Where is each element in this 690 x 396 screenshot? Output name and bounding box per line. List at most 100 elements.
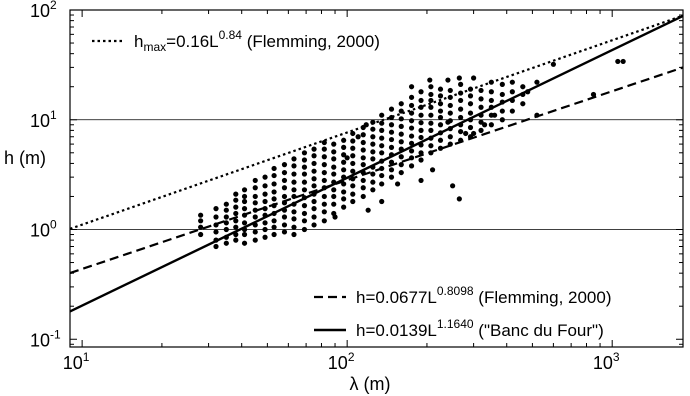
data-point	[437, 101, 444, 107]
data-point	[331, 201, 337, 207]
data-point	[428, 97, 434, 104]
data-point	[321, 185, 327, 191]
data-point	[370, 179, 376, 185]
data-point	[321, 169, 327, 176]
data-point	[467, 101, 474, 107]
axis-ticks	[69, 9, 683, 347]
data-point	[398, 162, 404, 168]
data-point	[331, 141, 337, 147]
legend-banc-eq: =0.0139L	[365, 321, 436, 340]
data-point	[360, 155, 366, 161]
data-point	[408, 140, 415, 146]
data-point	[213, 206, 219, 212]
data-point	[213, 214, 219, 220]
data-point	[408, 125, 415, 131]
data-point	[271, 224, 277, 230]
data-point	[445, 77, 451, 83]
y-tick-base: 10	[30, 111, 50, 131]
data-point	[491, 112, 498, 118]
x-tick-base: 10	[593, 353, 613, 373]
data-point	[388, 167, 395, 173]
data-point	[311, 146, 317, 152]
fit-line-hmax	[70, 14, 683, 230]
data-point	[271, 210, 277, 217]
data-point	[370, 164, 376, 170]
data-point	[509, 108, 515, 114]
y-tick-label: 100	[30, 218, 57, 241]
data-point	[301, 164, 308, 170]
data-point	[467, 124, 474, 131]
data-point	[321, 162, 327, 168]
data-point	[408, 110, 415, 116]
data-point	[437, 108, 444, 114]
data-point	[370, 141, 376, 147]
data-point	[223, 240, 229, 246]
data-point	[428, 104, 434, 110]
data-point	[447, 141, 453, 147]
data-point	[447, 102, 453, 109]
fit-lines	[70, 14, 683, 313]
data-point	[241, 198, 248, 205]
data-point	[241, 231, 248, 238]
data-point	[350, 198, 356, 205]
data-point	[418, 177, 424, 184]
data-point	[341, 204, 347, 210]
data-point	[499, 99, 505, 105]
data-point	[450, 183, 456, 189]
legend-entry-hmax: hmax=0.16L0.84 (Flemming, 2000)	[92, 28, 380, 54]
y-tick-base: 10	[30, 1, 50, 21]
data-point	[456, 75, 462, 81]
data-point	[388, 144, 395, 150]
data-point	[321, 146, 327, 152]
data-point	[301, 187, 308, 193]
data-point	[388, 159, 395, 165]
data-point	[311, 198, 317, 205]
data-point	[429, 167, 436, 173]
data-point	[198, 231, 204, 238]
data-point	[281, 162, 288, 168]
data-point	[331, 171, 337, 177]
data-point	[481, 122, 488, 128]
data-point	[525, 89, 531, 95]
data-point	[388, 122, 395, 128]
data-point	[398, 108, 404, 114]
data-point	[271, 196, 277, 202]
data-point	[388, 114, 395, 121]
legend-entry-flemming: h=0.0677L0.8098 (Flemming, 2000)	[314, 284, 612, 307]
data-point	[398, 169, 404, 176]
data-point	[252, 185, 258, 191]
data-point	[271, 231, 277, 238]
data-point	[408, 148, 415, 154]
data-point	[499, 117, 505, 123]
data-point	[408, 133, 415, 139]
data-point	[437, 93, 444, 99]
data-point	[262, 234, 268, 240]
data-point	[311, 206, 317, 212]
data-point	[331, 179, 337, 185]
data-point	[467, 86, 474, 92]
data-point	[360, 177, 366, 184]
data-point	[223, 220, 229, 226]
data-point	[534, 112, 540, 118]
data-point	[437, 145, 444, 151]
data-point	[478, 87, 484, 94]
data-point	[291, 201, 297, 207]
data-point	[331, 164, 337, 170]
data-point	[437, 137, 444, 143]
data-point	[321, 201, 327, 207]
data-point	[458, 97, 464, 104]
data-point	[350, 176, 356, 182]
data-point	[341, 196, 347, 202]
data-point	[360, 193, 366, 200]
data-point	[233, 210, 239, 217]
data-point	[458, 81, 464, 87]
x-tick-label: 103	[593, 350, 620, 373]
legend-entry-banc: h=0.0139L1.1640 ("Banc du Four")	[314, 317, 604, 340]
data-point	[370, 156, 376, 162]
data-point	[223, 214, 229, 220]
data-point	[428, 91, 434, 98]
legend-label-banc: h=0.0139L1.1640 ("Banc du Four")	[356, 317, 604, 340]
data-point	[467, 110, 474, 116]
data-point	[467, 117, 474, 123]
data-point	[311, 168, 317, 174]
